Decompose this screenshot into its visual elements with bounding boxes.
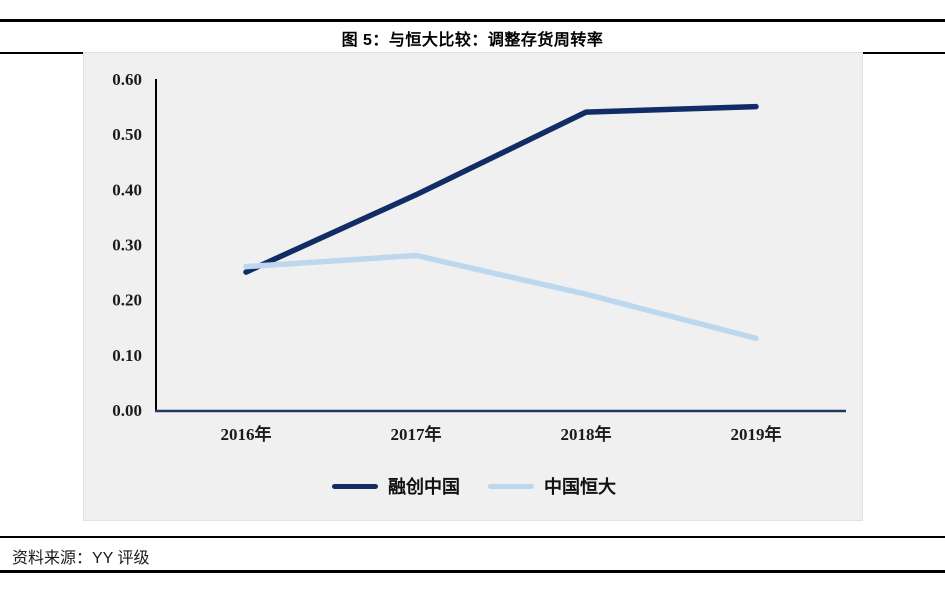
figure-title: 图 5：与恒大比较：调整存货周转率	[341, 32, 604, 49]
legend-swatch	[332, 483, 378, 489]
source-top-rule	[0, 536, 945, 538]
y-axis-label: 0.30	[112, 236, 142, 255]
y-axis-label: 0.40	[112, 180, 142, 199]
legend-item: 中国恒大	[488, 473, 616, 499]
y-axis-label: 0.10	[112, 346, 142, 365]
legend-item: 融创中国	[332, 473, 460, 499]
source-text: 资料来源：YY 评级	[12, 550, 150, 567]
top-rule	[0, 19, 945, 22]
x-axis-label: 2016年	[221, 424, 272, 444]
legend: 融创中国 中国恒大	[84, 473, 864, 499]
series-line	[243, 103, 759, 275]
x-axis-label: 2017年	[391, 424, 442, 444]
legend-swatch	[488, 483, 534, 489]
x-axis-label: 2018年	[561, 424, 612, 444]
series-line	[243, 252, 759, 342]
bottom-rule	[0, 570, 945, 573]
chart-panel: 0.00 0.10 0.20 0.30 0.40 0.50 0.60 2016年 2017年 20…	[83, 52, 863, 521]
y-axis-label: 0.00	[112, 401, 142, 420]
y-axis-label: 0.60	[112, 70, 142, 89]
line-chart: 0.00 0.10 0.20 0.30 0.40 0.50 0.60 2016年 2017年 20…	[112, 70, 846, 444]
legend-label: 融创中国	[388, 477, 460, 497]
x-axis-label: 2019年	[731, 424, 782, 444]
legend-label: 中国恒大	[544, 477, 616, 497]
y-axis-label: 0.20	[112, 291, 142, 310]
y-axis-label: 0.50	[112, 125, 142, 144]
